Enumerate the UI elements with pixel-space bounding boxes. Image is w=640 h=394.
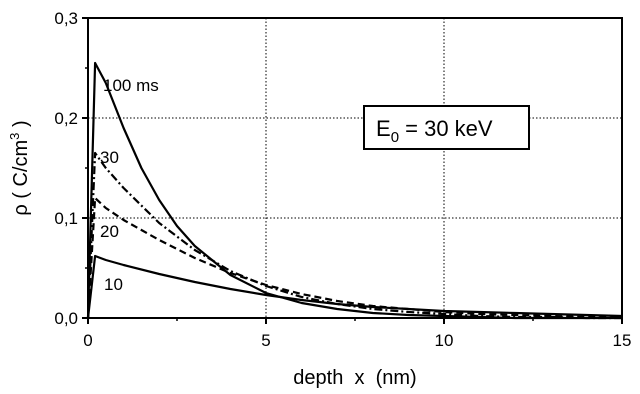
x-tick-label: 0 (83, 331, 92, 350)
series-label-30: 30 (100, 148, 119, 167)
y-tick-label: 0,3 (54, 9, 78, 28)
y-axis-label-group: ρ ( C/cm3 ) (7, 120, 32, 215)
energy-annotation-box: E0 = 30 keV (363, 105, 530, 150)
series-line-10 (86, 254, 623, 319)
y-tick-label: 0,1 (54, 209, 78, 228)
x-tick-label: 5 (261, 331, 270, 350)
x-tick-label: 10 (435, 331, 454, 350)
x-tick-label: 15 (613, 331, 632, 350)
series-line-20 (86, 196, 622, 319)
energy-annotation-text: E0 = 30 keV (376, 116, 493, 146)
grid (88, 18, 622, 318)
series-label-100ms: 100 ms (103, 76, 159, 95)
y-tick-label: 0,2 (54, 109, 78, 128)
x-axis-label: depth x (nm) (293, 367, 416, 389)
plot-area (87, 17, 623, 319)
series-line-100ms (86, 61, 622, 320)
series-group (86, 61, 623, 320)
series-label-20: 20 (100, 222, 119, 241)
series-label-10: 10 (104, 275, 123, 294)
y-tick-label: 0,0 (54, 309, 78, 328)
tick-labels: 0 5 10 15 0,0 0,1 0,2 0,3 (54, 9, 631, 350)
y-axis-label: ρ ( C/cm3 ) (7, 120, 32, 215)
